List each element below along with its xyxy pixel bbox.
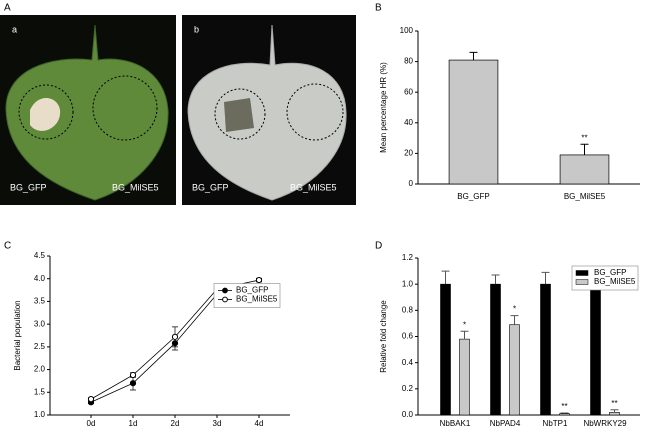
panel-label: A (4, 3, 11, 14)
photo-a: a BG_GFP BG_MilSE5 (0, 15, 176, 205)
legend-marker (222, 287, 228, 294)
infiltration-circle (286, 83, 344, 141)
error-bar (560, 412, 569, 414)
y-tick-label: 0 (409, 179, 414, 188)
legend-label: BG_MilSE5 (236, 295, 278, 304)
bar (490, 283, 501, 416)
bar (559, 154, 610, 185)
y-tick-label: 20 (404, 149, 413, 158)
marker (87, 396, 95, 403)
y-tick-label: 1.0 (402, 279, 414, 288)
bar (559, 413, 570, 416)
y-tick-label: 4.5 (34, 251, 46, 260)
photo-label: b (194, 24, 199, 34)
significance: * (513, 305, 516, 314)
bar (440, 283, 451, 416)
y-tick-label: 40 (404, 118, 413, 127)
lesion (30, 97, 61, 131)
x-tick-label: BG_GFP (457, 192, 489, 201)
marker (129, 380, 137, 387)
legend-swatch (575, 279, 589, 285)
leaf (187, 24, 347, 201)
bar (459, 338, 470, 416)
photo-b: b BG_GFP BG_MilSE5 (182, 15, 356, 205)
infiltration-circle (18, 84, 74, 140)
photo-caption: BG_MilSE5 (290, 182, 337, 192)
photo-caption: BG_GFP (192, 182, 229, 192)
y-axis-label: Relative fold change (379, 300, 388, 373)
x-tick-label: NbBAK1 (440, 419, 471, 428)
photo-label: a (12, 24, 17, 34)
y-axis-label: Bacterial population (13, 300, 22, 370)
bar (509, 324, 520, 416)
x-tick-label: BG_MilSE5 (564, 192, 606, 201)
error-bar (510, 315, 519, 325)
y-tick-label: 100 (400, 26, 414, 35)
x-tick-label: 1d (129, 419, 138, 428)
legend-label: BG_GFP (594, 268, 626, 277)
error-bar (460, 330, 469, 340)
panel-label: D (375, 241, 382, 252)
y-tick-label: 3.0 (34, 319, 46, 328)
error-bar (541, 271, 550, 285)
y-tick-label: 1.0 (34, 410, 46, 419)
marker (255, 276, 263, 284)
significance: ** (611, 399, 617, 408)
error-bar (441, 270, 450, 285)
y-tick-label: 1.2 (402, 253, 414, 262)
leaf (5, 24, 169, 201)
x-tick-label: NbTP1 (543, 419, 568, 428)
error-bar (469, 51, 478, 61)
y-tick-label: 3.5 (34, 297, 46, 306)
legend-label: BG_MilSE5 (594, 277, 636, 286)
y-tick-label: 0.2 (402, 384, 414, 393)
y-tick-label: 1.5 (34, 387, 46, 396)
x-tick-label: NbWRKY29 (583, 419, 627, 428)
error-bar (580, 143, 589, 155)
y-tick-label: 2.0 (34, 365, 46, 374)
panel-label: C (4, 241, 11, 252)
infiltration-circle (214, 88, 266, 140)
x-tick-label: NbPAD4 (490, 419, 521, 428)
bar (609, 412, 620, 416)
error-bar (491, 274, 500, 285)
x-tick-label: 4d (255, 419, 264, 428)
y-tick-label: 80 (404, 57, 413, 66)
error-bar (610, 409, 619, 413)
y-tick-label: 2.5 (34, 342, 46, 351)
legend-box (571, 265, 639, 291)
bar (590, 283, 601, 416)
legend-box (213, 283, 281, 308)
x-tick-label: 3d (213, 419, 222, 428)
legend-marker (222, 296, 228, 303)
y-tick-label: 0.4 (402, 358, 414, 367)
panel-label: B (375, 3, 382, 14)
legend-label: BG_GFP (236, 286, 268, 295)
marker (129, 371, 137, 379)
bar (540, 283, 551, 416)
lesion (224, 98, 254, 132)
photo-caption: BG_GFP (10, 182, 47, 192)
y-tick-label: 0.0 (402, 410, 414, 419)
y-axis-label: Mean percentage HR (%) (379, 62, 388, 153)
x-tick-label: 0d (87, 419, 96, 428)
y-tick-label: 4.0 (34, 274, 46, 283)
photo-caption: BG_MilSE5 (112, 182, 159, 192)
legend-swatch (575, 270, 589, 276)
infiltration-circle (92, 75, 158, 141)
significance: ** (561, 402, 567, 411)
significance: ** (581, 133, 587, 142)
bar (448, 59, 499, 185)
x-tick-label: 2d (171, 419, 180, 428)
significance: * (463, 320, 466, 329)
marker (171, 333, 179, 340)
y-tick-label: 60 (404, 87, 413, 96)
y-tick-label: 0.6 (402, 332, 414, 341)
y-tick-label: 0.8 (402, 305, 414, 314)
